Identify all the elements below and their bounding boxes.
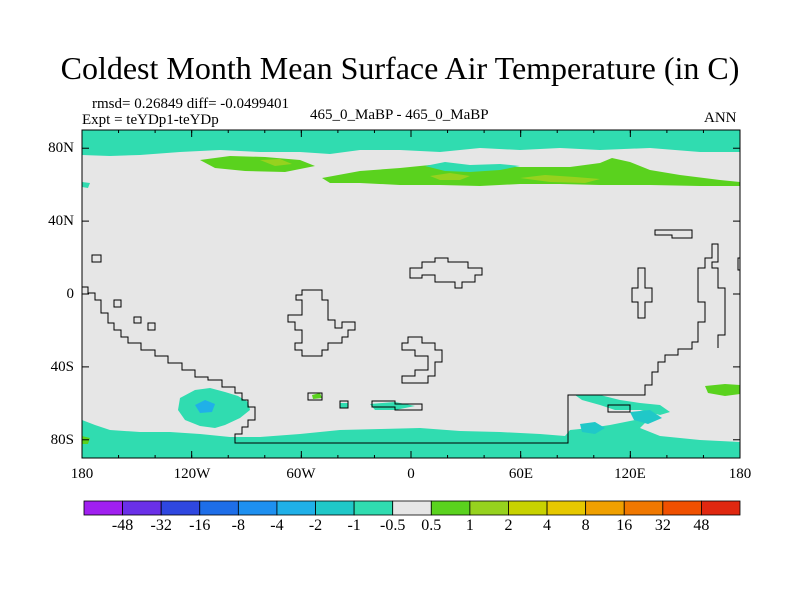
colorbar-label: -4: [270, 517, 284, 534]
case-line: 465_0_MaBP - 465_0_MaBP: [310, 107, 489, 123]
north-cyan-patch-2: [82, 182, 90, 188]
outline-southeast-coast-2: [607, 404, 631, 413]
lat-label-40n: 40N: [48, 213, 74, 229]
outline-southeast-coast: [737, 257, 740, 271]
lat-label-40s: 40S: [50, 359, 74, 375]
lat-label-80n: 80N: [48, 140, 74, 156]
lat-label-80s: 80S: [50, 432, 74, 448]
colorbar-label: -48: [111, 517, 134, 534]
outline-east-narrow-island: [631, 267, 653, 319]
colorbar-swatch: [508, 500, 548, 516]
lon-label-120w: 120W: [173, 466, 211, 482]
north-cyan-patch-1: [425, 162, 520, 172]
north-lime-patch-3: [260, 159, 292, 166]
colorbar-swatch: [199, 500, 239, 516]
colorbar-swatch: [392, 500, 432, 516]
colorbar-swatch: [122, 500, 162, 516]
colorbar-label: -1: [347, 517, 361, 534]
colorbar-label: -8: [231, 517, 245, 534]
south-cyan-patch-west: [178, 388, 250, 428]
colorbar-swatch: [701, 500, 741, 516]
outline-small-island-w3: [147, 322, 156, 331]
colorbar-label: 0.5: [421, 517, 442, 534]
colorbar-swatch: [623, 500, 664, 516]
outline-west-continent: [82, 243, 726, 444]
colorbar-swatch: [585, 500, 625, 516]
colorbar-label: 32: [654, 517, 671, 534]
colorbar-swatch: [83, 500, 123, 516]
lon-label-120e: 120E: [614, 466, 646, 482]
colorbar-label: 16: [616, 517, 633, 534]
lon-label-180w: 180: [70, 466, 94, 482]
south-teal-patch-1: [580, 422, 605, 434]
lon-label-0: 0: [407, 466, 415, 482]
colorbar-label: 2: [504, 517, 513, 534]
outline-central-island: [287, 289, 356, 357]
map-title: Coldest Month Mean Surface Air Temperatu…: [60, 50, 740, 86]
lat-label-0: 0: [66, 286, 75, 302]
outline-north-island: [409, 257, 483, 289]
colorbar-swatch: [160, 500, 201, 516]
outline-south-island-3: [371, 400, 423, 411]
colorbar-label: -2: [308, 517, 323, 534]
lon-label-60w: 60W: [286, 466, 316, 482]
colorbar-swatch: [662, 500, 702, 516]
experiment-line: Expt = teYDp1-teYDp: [82, 112, 219, 128]
south-blue-patch: [195, 400, 215, 413]
outline-northeast-box: [654, 229, 693, 239]
outline-hook-island: [401, 336, 443, 384]
south-teal-patch-2: [630, 410, 662, 424]
south-cyan-band: [82, 395, 740, 458]
anomaly-fields: [82, 130, 740, 458]
arctic-anomaly-band: [82, 130, 740, 156]
south-green-patch-east: [705, 384, 740, 396]
colorbar-swatch: [469, 500, 509, 516]
outline-south-island-2: [339, 400, 349, 409]
colorbar-label: -32: [150, 517, 172, 534]
lon-label-60e: 60E: [508, 466, 534, 482]
colorbar-label: 4: [543, 517, 552, 534]
colorbar-swatch: [315, 500, 355, 516]
colorbar-swatch: [546, 500, 587, 516]
continent-outlines: [82, 229, 740, 444]
south-green-dot: [312, 393, 322, 399]
outline-south-island-1: [307, 392, 323, 401]
lon-label-180e: 180: [728, 466, 752, 482]
south-cyan-patch-small-2: [340, 403, 348, 408]
north-lime-patch-2: [520, 175, 600, 183]
axis-ticks: [81, 130, 741, 458]
colorbar-label: 1: [465, 517, 474, 534]
colorbar-swatch: [237, 500, 278, 516]
colorbar-label: -0.5: [380, 517, 406, 534]
colorbar: [83, 500, 741, 516]
colorbar-swatch: [430, 500, 471, 516]
north-green-streak-east: [322, 158, 740, 186]
colorbar-swatch: [353, 500, 394, 516]
outline-small-island-nw: [91, 254, 102, 263]
north-lime-patch-1: [430, 173, 470, 180]
season-label: ANN: [704, 110, 737, 126]
outline-small-island-w1: [113, 299, 122, 308]
north-green-streak-west: [200, 156, 315, 172]
colorbar-label: 48: [693, 517, 710, 534]
colorbar-label: -16: [189, 517, 211, 534]
outline-small-island-w2: [133, 316, 142, 324]
colorbar-swatch: [276, 500, 316, 516]
colorbar-label: 8: [581, 517, 590, 534]
stats-line: rmsd= 0.26849 diff= -0.0499401: [92, 96, 290, 112]
